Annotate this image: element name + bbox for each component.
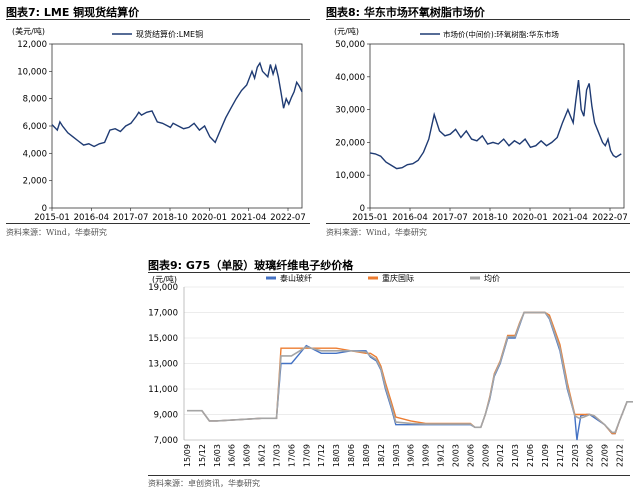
y-tick-label: 10,000 [17, 67, 47, 77]
x-tick-label: 2018-10 [152, 213, 188, 223]
chart7-legend-label: 现货结算价:LME铜 [136, 29, 203, 39]
chart7-title: 图表7: LME 铜现货结算价 [6, 6, 140, 19]
y-tick-label: 8,000 [23, 95, 47, 105]
y-tick-label: 12,000 [17, 40, 47, 50]
chart7-bottom-rule [6, 223, 310, 224]
x-tick-label: 2016-04 [74, 213, 110, 223]
y-tick-label: 4,000 [23, 149, 47, 159]
chart7-unit: (美元/吨) [12, 26, 45, 36]
x-tick-label: 2020-01 [192, 213, 228, 223]
y-tick-label: 6,000 [23, 122, 47, 132]
chart7-title-rule [6, 19, 310, 20]
chart9-title-rule [148, 272, 630, 273]
x-tick-label: 2022-07 [270, 213, 306, 223]
y-tick-label: 2,000 [23, 177, 47, 187]
chart8-bottom-rule [326, 223, 630, 224]
chart8-title-rule [326, 19, 630, 20]
chart8-source: 资料来源：Wind，华泰研究 [326, 228, 427, 237]
chart9-title: 图表9: G75（单股）玻璃纤维电子纱价格 [148, 259, 354, 272]
chart8-title: 图表8: 华东市场环氧树脂市场价 [326, 6, 485, 19]
chart9-source: 资料来源：卓创资讯，华泰研究 [148, 479, 260, 488]
x-tick-label: 2017-07 [113, 213, 149, 223]
y-tick-label: 0 [42, 204, 47, 214]
chart9-bottom-rule [148, 475, 630, 476]
chart7-series-line [51, 61, 303, 148]
chart7-source: 资料来源：Wind，华泰研究 [6, 228, 107, 237]
x-tick-label: 2021-04 [231, 213, 267, 223]
x-tick-label: 2015-01 [34, 213, 70, 223]
